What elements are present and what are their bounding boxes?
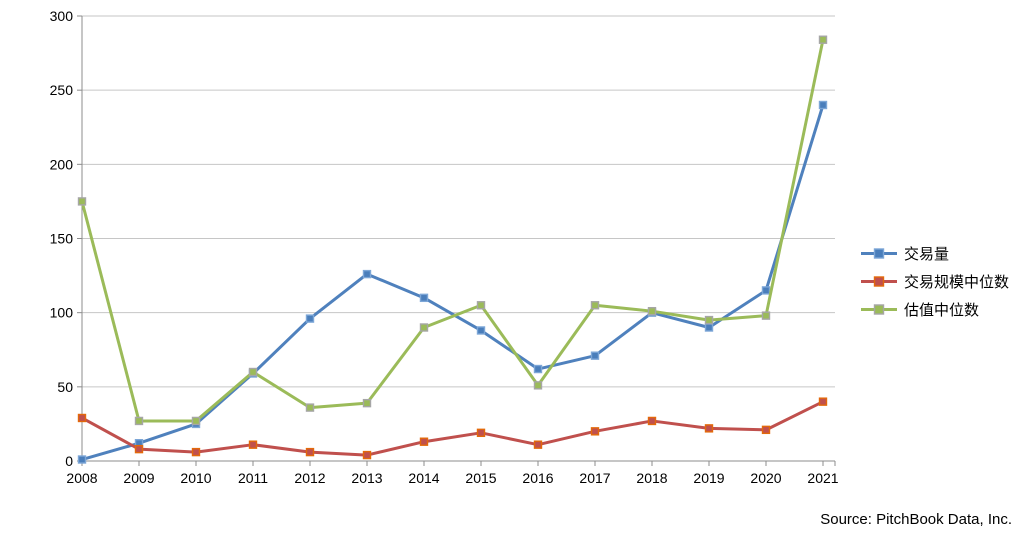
series-marker-deal-count [704,323,714,332]
series-marker-median-deal-size [77,413,87,423]
series-marker-median-deal-size [191,447,201,457]
series-marker-deal-count [362,269,372,279]
series-marker-median-deal-size [761,425,771,435]
series-marker-deal-count [305,314,315,323]
series-marker-median-valuation [419,323,429,332]
legend-square [873,303,885,315]
series-marker-median-valuation [305,403,315,412]
legend-square [873,275,885,287]
series-marker-median-valuation [647,306,657,316]
x-axis-label: 2016 [522,470,553,486]
series-marker-median-deal-size [818,397,828,406]
legend-line-marker-icon [861,247,897,259]
series-line-median-valuation [80,39,825,423]
series-marker-median-valuation [818,35,828,44]
series-marker-deal-count [818,100,828,110]
x-axis-label: 2008 [66,470,97,486]
series-marker-median-deal-size [362,450,372,460]
series-marker-median-valuation [248,367,258,377]
y-axis-label: 100 [50,305,74,321]
legend-square [873,247,885,259]
source-note: Source: PitchBook Data, Inc. [820,511,1012,528]
y-axis-label: 200 [50,156,74,172]
series-marker-deal-count [419,293,429,303]
x-axis-label: 2018 [636,470,667,486]
series-marker-deal-count [533,364,543,374]
series-marker-median-valuation [761,311,771,320]
series-marker-deal-count [476,326,486,335]
x-axis-label: 2010 [180,470,211,486]
x-axis-label: 2013 [351,470,382,486]
series-line-median-deal-size [81,400,824,457]
x-axis-label: 2017 [579,470,610,486]
chart-legend: 交易量 交易规模中位数 估值中位数 [860,239,1009,323]
series-marker-deal-count [590,351,600,360]
x-axis-label: 2011 [238,470,268,486]
y-axis-label: 150 [50,231,74,247]
legend-item-median-deal-size[interactable]: 交易规模中位数 [860,267,1009,295]
y-axis-label: 50 [57,379,73,395]
y-axis-label: 250 [50,82,74,98]
series-marker-median-deal-size [533,440,543,449]
legend-label: 估值中位数 [904,301,980,319]
series-marker-median-deal-size [647,416,657,426]
series-marker-median-valuation [533,381,543,390]
legend-line-marker-icon [861,275,897,287]
x-axis-label: 2012 [294,470,325,486]
series-marker-median-valuation [362,398,372,408]
legend-label: 交易规模中位数 [904,273,1010,291]
x-axis-label: 2020 [750,470,781,486]
series-line-deal-count [81,104,825,461]
x-axis-label: 2021 [807,470,838,486]
series-marker-median-deal-size [305,447,315,457]
series-marker-median-valuation [134,416,144,426]
x-axis-label: 2019 [693,470,724,486]
y-axis-label: 300 [50,8,74,24]
y-axis-label: 0 [65,453,73,469]
series-marker-median-deal-size [704,424,714,433]
series-marker-median-deal-size [134,444,144,454]
series-marker-median-deal-size [419,437,429,446]
x-axis-label: 2014 [408,470,439,486]
series-marker-deal-count [77,455,87,464]
line-chart-plot: 0 50 100 150 200 250 300 2008 2009 2010 2011 2012 20… [50,8,839,486]
legend-line-marker-icon [861,303,897,315]
series-marker-median-deal-size [476,428,486,438]
legend-label: 交易量 [904,245,950,263]
series-marker-deal-count [761,286,771,295]
series-marker-median-deal-size [590,427,600,436]
legend-item-median-valuation[interactable]: 估值中位数 [860,295,1009,323]
series-marker-median-valuation [191,416,201,426]
x-axis-label: 2009 [123,470,154,486]
legend-item-deal-count[interactable]: 交易量 [860,239,1009,267]
series-marker-median-valuation [77,197,87,206]
x-axis-label: 2015 [465,470,496,486]
series-marker-median-valuation [476,301,486,310]
series-marker-median-valuation [590,301,600,310]
series-marker-median-deal-size [248,440,258,449]
series-marker-median-valuation [704,315,714,325]
